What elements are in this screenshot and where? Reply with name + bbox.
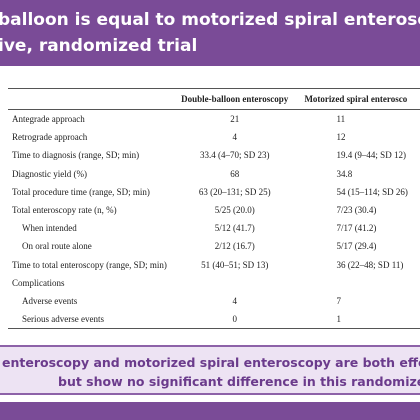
row-label: Total procedure time (range, SD; min) (12, 186, 150, 197)
cell (175, 274, 294, 292)
table-row: Diagnostic yield (%) 68 34.8 (8, 165, 420, 183)
cell: 54 (15–114; SD 26) (336, 186, 408, 197)
row-label: Adverse events (22, 295, 78, 306)
table-row: Serious adverse events 0 1 (8, 310, 420, 330)
cell: 7/17 (41.2) (336, 223, 377, 234)
table-row: Time to total enteroscopy (range, SD; mi… (8, 256, 420, 274)
table-row: Time to diagnosis (range, SD; min) 33.4 (… (8, 146, 420, 164)
cell: 5/25 (20.0) (214, 205, 255, 216)
table-row: When intended 5/12 (41.7) 7/17 (41.2) (8, 219, 420, 237)
cell: 5/12 (41.7) (214, 223, 255, 234)
blank-header (8, 88, 175, 110)
cell: 33.4 (4–70; SD 23) (199, 150, 270, 161)
conclusion: enteroscopy and motorized spiral enteros… (0, 345, 420, 395)
row-label: Time to diagnosis (range, SD; min) (12, 150, 140, 161)
table-row: Retrograde approach 4 12 (8, 128, 420, 146)
header: balloon is equal to motorized spiral ent… (0, 0, 420, 66)
cell: 7/23 (30.4) (336, 205, 377, 216)
cell: 21 (230, 114, 240, 125)
title-line: ive, randomized trial (0, 36, 198, 56)
cell: 4 (232, 132, 237, 143)
row-label: Diagnostic yield (%) (12, 168, 87, 179)
row-label: Complications (12, 277, 65, 288)
conclusion-line: enteroscopy and motorized spiral enteros… (2, 355, 420, 370)
conclusion-line: but show no significant difference in th… (58, 374, 420, 389)
table-row: Antegrade approach 21 11 (8, 110, 420, 129)
cell: 36 (22–48; SD 11) (336, 259, 404, 270)
table-row: Complications (8, 274, 420, 292)
cell: 12 (336, 132, 346, 143)
row-label: Serious adverse events (8, 310, 175, 330)
column-header: Double-balloon enteroscopy (175, 88, 295, 110)
row-label: Antegrade approach (12, 114, 85, 125)
title-line: balloon is equal to motorized spiral ent… (0, 10, 420, 30)
row-label: Retrograde approach (12, 132, 88, 143)
cell: 68 (230, 168, 240, 179)
table-row: Total enteroscopy rate (n, %) 5/25 (20.0)… (8, 201, 420, 219)
cell: 34.8 (336, 168, 353, 179)
cell: 2/12 (16.7) (214, 241, 255, 252)
column-header: Motorized spiral enterosco (294, 88, 420, 110)
row-label: When intended (22, 223, 77, 234)
cell: 19.4 (9–44; SD 12) (336, 150, 406, 161)
cell: 11 (336, 114, 346, 125)
cell: 1 (294, 310, 420, 330)
row-label: Time to total enteroscopy (range, SD; mi… (12, 259, 167, 270)
cell: 51 (40–51; SD 13) (201, 259, 269, 270)
footer-band (0, 402, 420, 420)
results-table: Double-balloon enteroscopy Motorized spi… (8, 88, 420, 330)
cell: 7 (336, 295, 341, 306)
cell: 0 (175, 310, 295, 330)
row-label: Total enteroscopy rate (n, %) (12, 205, 117, 216)
row-label: On oral route alone (22, 241, 92, 252)
table-row: Total procedure time (range, SD; min) 63 … (8, 183, 420, 201)
cell (294, 274, 420, 292)
cell: 5/17 (29.4) (336, 241, 377, 252)
cell: 63 (20–131; SD 25) (198, 186, 271, 197)
table-row: On oral route alone 2/12 (16.7) 5/17 (29.4… (8, 237, 420, 255)
cell: 4 (232, 295, 237, 306)
table-row: Adverse events 4 7 (8, 292, 420, 310)
